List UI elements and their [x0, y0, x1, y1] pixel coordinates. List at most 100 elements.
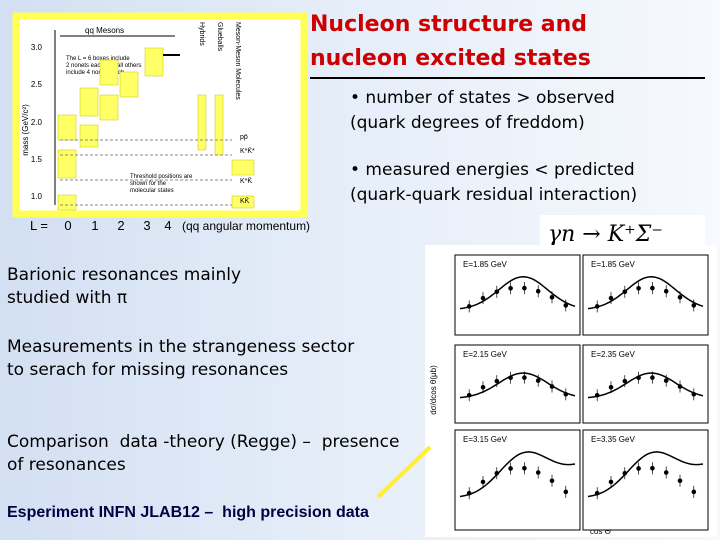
- data-point: [691, 303, 697, 308]
- bullet: • measured energies < predicted: [350, 160, 635, 180]
- data-point: [466, 304, 472, 309]
- panel: [582, 254, 709, 336]
- data-point: [522, 285, 527, 291]
- panel: [582, 344, 709, 424]
- data-point: [608, 295, 614, 301]
- data-point: [594, 304, 600, 309]
- box: [57, 114, 77, 141]
- data-point: [549, 384, 555, 389]
- box: [79, 87, 99, 117]
- data-point: [650, 375, 655, 380]
- data-point: [663, 470, 669, 475]
- data-point: [535, 470, 541, 475]
- data-point: [480, 384, 486, 390]
- bullet-text: (quark-quark residual interaction): [350, 185, 638, 205]
- y-label: dσ/dcos θ(μb): [429, 365, 438, 415]
- data-point: [494, 378, 500, 384]
- side-label: Glueballs: [216, 22, 223, 52]
- note: The L = 6 boxes include: [66, 56, 130, 62]
- paragraph: Measurements in the strangeness sector: [7, 337, 355, 357]
- side-label: Hybrids: [198, 22, 205, 46]
- box: [231, 159, 255, 176]
- x-note: (qq angular momentum): [182, 219, 310, 233]
- data-point: [636, 285, 641, 291]
- panel-label: E=2.15 GeV: [463, 350, 507, 359]
- data-point: [494, 289, 500, 295]
- paragraph: Barionic resonances mainly: [7, 265, 242, 285]
- data-point: [650, 285, 655, 291]
- data-point: [691, 489, 697, 495]
- theory-curve: [587, 451, 704, 498]
- data-point: [677, 294, 683, 300]
- threshold: pp̄: [240, 134, 248, 141]
- title: Nucleon structure and: [310, 12, 588, 37]
- paragraph: of resonances: [7, 455, 126, 475]
- data-point: [549, 478, 555, 484]
- data-point: [549, 294, 555, 300]
- data-point: [535, 288, 541, 294]
- box: [197, 94, 207, 151]
- paragraph: studied with π: [7, 288, 128, 308]
- data-point: [608, 384, 614, 390]
- x-tick: 3: [143, 218, 150, 233]
- data-point: [663, 288, 669, 294]
- y-tick: 3.0: [31, 43, 43, 52]
- data-point: [636, 375, 641, 381]
- data-point: [563, 489, 569, 495]
- panel: [454, 429, 581, 531]
- data-point: [522, 465, 527, 471]
- x-label: cos Θ: [590, 527, 611, 536]
- data-point: [691, 391, 697, 397]
- box: [99, 59, 119, 86]
- data-point: [622, 470, 628, 476]
- note: include 4 nonets each: [66, 70, 124, 76]
- data-point: [650, 465, 655, 471]
- data-point: [622, 289, 628, 295]
- paragraph: to serach for missing resonances: [7, 360, 289, 380]
- data-point: [508, 466, 513, 471]
- x-tick: 2: [117, 218, 124, 233]
- threshold: K*K̄*: [240, 147, 255, 155]
- theory-curve: [459, 372, 576, 399]
- data-point: [522, 375, 527, 380]
- reaction: γn → K⁺Σ⁻: [548, 222, 663, 247]
- data-point: [677, 384, 683, 389]
- y-tick: 1.5: [31, 155, 43, 164]
- header: qq Mesons: [85, 26, 124, 35]
- note: Threshold positions are: [130, 174, 193, 180]
- box: [144, 47, 164, 77]
- data-point: [535, 378, 541, 383]
- data-point: [636, 466, 641, 471]
- x-prefix: L =: [30, 218, 48, 233]
- box: [57, 194, 77, 211]
- panel-label: E=1.85 GeV: [463, 260, 507, 269]
- panel-label: E=3.35 GeV: [591, 435, 635, 444]
- panel: [582, 429, 709, 531]
- y-tick: 1.0: [31, 192, 43, 201]
- mass-figure: qq Mesons mass (GeV/c²) 3.0 2.5 2.0 1.5 …: [12, 12, 310, 233]
- footer: Esperiment INFN JLAB12 – high precision …: [7, 504, 369, 521]
- box: [79, 124, 99, 148]
- data-point: [466, 392, 472, 398]
- y-label: mass (GeV/c²): [21, 104, 30, 156]
- nonet-boxes: [57, 47, 255, 211]
- y-tick: 2.5: [31, 80, 43, 89]
- panel: [454, 254, 581, 336]
- data-point: [594, 490, 600, 496]
- note: molecular states: [130, 188, 174, 194]
- data-point: [608, 479, 614, 485]
- data-point: [622, 378, 628, 384]
- theory-curve: [459, 451, 576, 498]
- data-point: [466, 490, 472, 496]
- x-tick: 0: [64, 218, 71, 233]
- panel-label: E=2.35 GeV: [591, 350, 635, 359]
- data-point: [594, 392, 600, 398]
- paragraph: Comparison data -theory (Regge) – presen…: [7, 432, 400, 452]
- cross-section-figure: γn → K⁺Σ⁻ dσ/dcos θ(μb) cos Θ E=1.85 GeV…: [425, 215, 717, 537]
- box: [119, 71, 139, 98]
- x-tick: 4: [164, 218, 171, 233]
- box: [57, 149, 77, 179]
- note: shown for the: [130, 181, 167, 187]
- bullet: • number of states > observed: [350, 88, 615, 108]
